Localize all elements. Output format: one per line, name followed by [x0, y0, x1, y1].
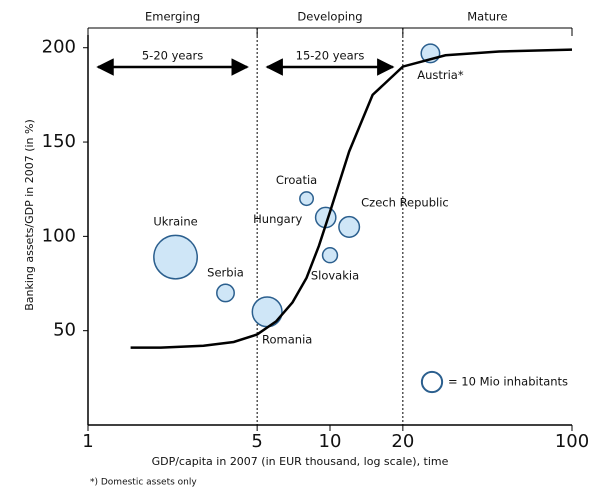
arrow-label-bg — [285, 47, 375, 65]
phase-duration: 15-20 years — [296, 49, 365, 63]
bubble — [153, 234, 198, 280]
bubble-label: Czech Republic — [361, 195, 449, 209]
curve — [130, 48, 573, 349]
x-tick-label: 1 — [82, 431, 93, 452]
x-tick-label: 5 — [251, 431, 262, 452]
phase-duration: 5-20 years — [142, 49, 203, 63]
phase-label: Emerging — [145, 10, 200, 24]
size-legend-bubble — [420, 370, 444, 394]
bubble-label: Ukraine — [153, 215, 197, 229]
bubble — [251, 296, 283, 328]
x-tick-label: 100 — [555, 431, 589, 452]
bubble-label: Croatia — [276, 173, 317, 187]
x-axis-label: GDP/capita in 2007 (in EUR thousand, log… — [152, 455, 449, 468]
bubble — [321, 247, 339, 264]
y-tick-label: 150 — [42, 131, 76, 152]
bubble-label: Austria* — [417, 68, 464, 82]
bubble-label: Romania — [262, 332, 312, 346]
bubble-label: Serbia — [207, 265, 244, 279]
size-legend-label: = 10 Mio inhabitants — [448, 375, 568, 389]
bubble — [216, 283, 235, 303]
x-tick-label: 20 — [391, 431, 414, 452]
y-axis-label: Banking assets/GDP in 2007 (in %) — [23, 119, 36, 311]
x-tick-label: 10 — [319, 431, 342, 452]
bubble — [299, 191, 315, 207]
arrow-label-bg — [127, 47, 218, 65]
y-tick-label: 200 — [42, 37, 76, 58]
bubble-label: Slovakia — [311, 269, 359, 283]
y-tick-label: 50 — [53, 320, 76, 341]
bubble-label: Hungary — [253, 212, 302, 226]
footnote: *) Domestic assets only — [90, 478, 197, 488]
phase-label: Mature — [467, 10, 507, 24]
y-tick-label: 100 — [42, 225, 76, 246]
phase-label: Developing — [297, 10, 362, 24]
bubble — [338, 215, 361, 238]
